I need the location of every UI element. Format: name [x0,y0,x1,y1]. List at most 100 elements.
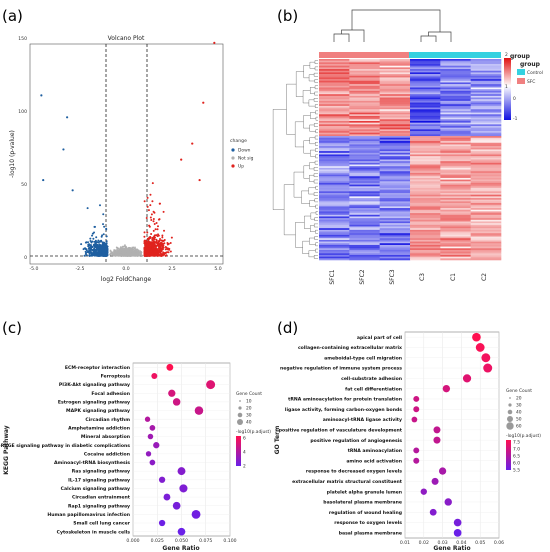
volcano-point [71,189,74,192]
heatmap-cell [440,191,471,194]
enrichment-dot [453,518,462,527]
heatmap-cell [319,105,350,108]
heatmap-cell [319,100,350,103]
heatmap-cell [349,115,380,118]
dendrogram-branch [302,90,311,104]
heatmap-cell [379,79,411,82]
heatmap-cell [349,236,380,239]
heatmap-cell [410,241,441,244]
enrichment-dot [179,484,188,493]
volcano-point [98,240,101,243]
enrichment-dot [158,519,166,527]
heatmap-cell [410,139,441,142]
heatmap-cell [379,139,411,142]
volcano-point [152,220,155,223]
heatmap-cell [349,87,380,90]
volcano-xticks: -5.0 -2.5 0.0 2.5 5.0 [30,266,222,272]
heatmap-cell [349,177,380,180]
dendrogram-branch [272,109,287,210]
heatmap-cell [319,85,350,88]
volcano-point [98,243,101,246]
heatmap-cell [319,171,350,174]
volcano-point [85,251,88,254]
heatmap-cell [349,146,380,149]
heatmap-cell [379,134,411,137]
heatmap-cell [470,72,502,75]
volcano-point [102,223,105,226]
heatmap-cell [470,218,502,221]
x-tick-label: 0.050 [175,538,188,544]
volcano-point [158,247,161,250]
heatmap-cell [440,72,471,75]
heatmap-cell [379,226,411,229]
heatmap-cell [319,201,350,204]
heatmap-cell [349,64,380,66]
volcano-point [98,204,101,207]
heatmap-cell [440,244,471,247]
kegg-dotplot: ECM-receptor interaction Ferroptosis PI3K-… [0,362,271,552]
heatmap-cell [440,218,471,221]
volcano-point [125,254,128,257]
heatmap-cell [349,223,380,226]
heatmap-cell [349,112,380,115]
category-label: response to oxygen levels [334,520,402,526]
heatmap-cell [440,186,471,189]
legend-notsig-dot [231,156,235,160]
heatmap-cell [470,191,502,194]
dendrogram-branch [314,91,318,96]
volcano-point [99,253,102,256]
heatmap-cell [379,126,411,128]
heatmap-cell [379,59,411,61]
volcano-point [156,243,159,246]
heatmap-cell [349,184,380,187]
volcano-point [93,225,96,228]
heatmap-cell [379,146,411,149]
heatmap-cell [379,234,411,237]
heatmap-cell [470,219,502,222]
heatmap-cell [349,216,380,219]
scale-tick: -1 [513,116,518,122]
volcano-point [66,116,69,119]
x-tick-label: 0.06 [494,540,504,546]
heatmap-legend: group group Control SFC 2 1 0 -1 [504,52,543,122]
heatmap-cell [319,75,350,78]
heatmap-cell [319,137,350,140]
heatmap-cell [470,82,502,85]
heatmap-cell [379,184,411,187]
heatmap-cell [440,100,471,103]
volcano-point [103,241,106,244]
heatmap-cell [379,189,411,192]
volcano-point [158,218,161,221]
heatmap-cell [379,94,411,97]
heatmap-cell [349,256,380,259]
volcano-point [144,250,147,253]
volcano-point [169,250,172,253]
heatmap-cell [349,126,380,128]
dendrogram-branch [314,135,318,140]
heatmap-cell [349,186,380,189]
kegg-xticks: 0.000 0.025 0.050 0.075 0.100 [126,538,236,544]
color-legend-title: -log10(p.adjust) [506,433,541,439]
heatmap-cell [349,251,380,254]
heatmap-cell [410,239,441,242]
dendrogram-branch [315,154,318,159]
volcano-point [156,225,159,228]
volcano-point [133,249,135,252]
enrichment-dot [158,476,166,483]
heatmap-cell [319,147,350,150]
volcano-point [150,233,153,236]
heatmap-cell [319,102,350,105]
heatmap-cell [379,161,411,164]
control-group-bar [409,52,501,58]
category-label: Ferroptosis [101,374,131,380]
heatmap-cell [349,199,380,202]
heatmap-cell [410,90,441,93]
volcano-point [143,200,146,203]
heatmap-cell [410,244,441,247]
category-label: Calcium signaling pathway [61,486,130,492]
x-tick-label: 0.100 [223,538,236,544]
heatmap-cell [349,239,380,242]
size-legend-label: 20 [516,396,522,402]
heatmap-cell [440,120,471,123]
heatmap-cell [410,117,441,120]
